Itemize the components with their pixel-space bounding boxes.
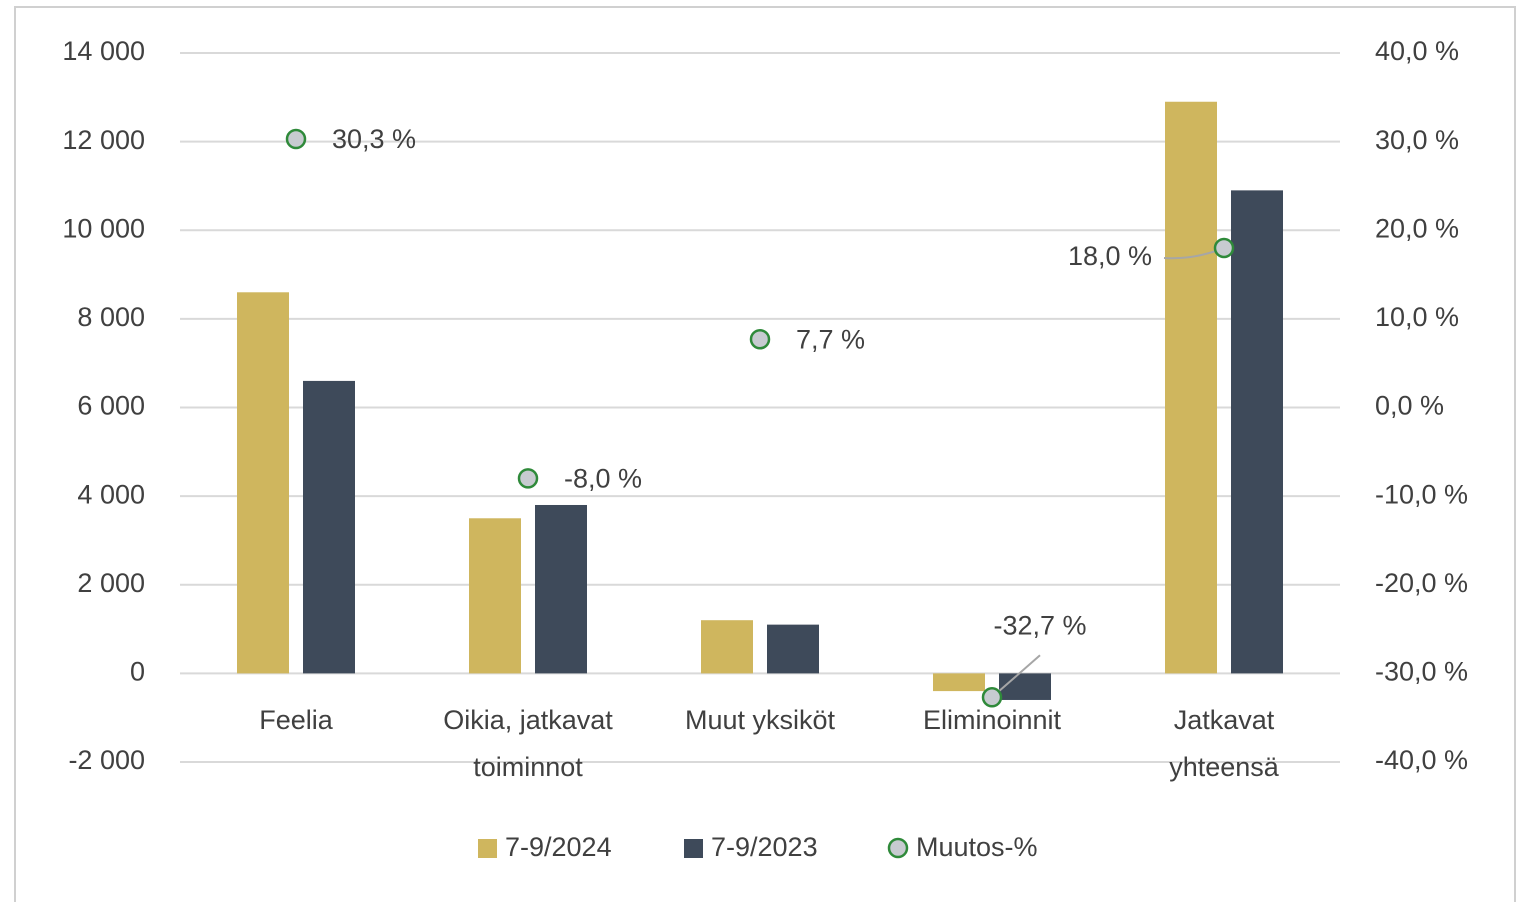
y-tick-label: 0 xyxy=(130,657,145,687)
marker xyxy=(517,468,539,489)
y2-tick-label: 10,0 % xyxy=(1375,302,1459,332)
y2-tick-label: -10,0 % xyxy=(1375,479,1468,509)
marker xyxy=(981,687,1003,708)
x-tick-label: Eliminoinnit xyxy=(923,705,1062,735)
marker xyxy=(1213,237,1235,259)
y2-tick-label: 20,0 % xyxy=(1375,213,1459,243)
y-tick-label: -2 000 xyxy=(68,745,145,775)
bar xyxy=(767,624,819,674)
y-tick-label: 4 000 xyxy=(77,479,145,509)
data-label: 7,7 % xyxy=(796,324,865,354)
marker xyxy=(749,329,771,350)
x-tick-label: Feelia xyxy=(259,705,334,735)
marker xyxy=(285,128,307,150)
data-label: -32,7 % xyxy=(993,610,1086,640)
legend-marker xyxy=(887,837,909,859)
bar xyxy=(701,620,753,674)
y-tick-label: 8 000 xyxy=(77,302,145,332)
bar xyxy=(237,292,289,674)
bar xyxy=(999,673,1051,700)
y2-tick-label: 40,0 % xyxy=(1375,36,1459,66)
y-tick-label: 2 000 xyxy=(77,568,145,598)
y2-tick-label: -40,0 % xyxy=(1375,745,1468,775)
y2-tick-label: 0,0 % xyxy=(1375,391,1444,421)
y2-tick-label: -30,0 % xyxy=(1375,657,1468,687)
leader-line xyxy=(991,654,1041,699)
data-label: -8,0 % xyxy=(564,464,642,494)
data-label: 18,0 % xyxy=(1068,241,1152,271)
y-tick-label: 14 000 xyxy=(62,36,145,66)
data-label: 30,3 % xyxy=(332,124,416,154)
x-tick-label: Oikia, jatkavat toiminnot xyxy=(443,705,613,782)
bar xyxy=(1231,190,1283,674)
y-tick-label: 10 000 xyxy=(62,213,145,243)
x-tick-label: Muut yksiköt xyxy=(685,705,836,735)
y2-tick-label: -20,0 % xyxy=(1375,568,1468,598)
bar xyxy=(303,380,355,674)
legend-label: 7-9/2023 xyxy=(711,832,818,862)
legend-label: Muutos-% xyxy=(916,832,1038,862)
bar xyxy=(535,504,587,674)
bar xyxy=(469,518,521,674)
x-tick-label: Jatkavat yhteensä xyxy=(1169,705,1280,782)
y-tick-label: 12 000 xyxy=(62,125,145,155)
legend-marker xyxy=(684,839,703,858)
legend-label: 7-9/2024 xyxy=(505,832,612,862)
legend-marker xyxy=(478,839,497,858)
bar xyxy=(1165,101,1217,674)
y-tick-label: 6 000 xyxy=(77,391,145,421)
bar xyxy=(933,673,985,692)
y2-tick-label: 30,0 % xyxy=(1375,125,1459,155)
